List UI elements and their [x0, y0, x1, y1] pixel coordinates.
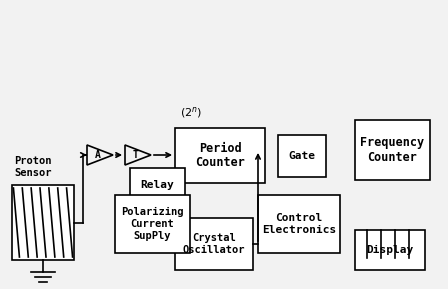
Bar — [130, 168, 185, 203]
Bar — [355, 120, 430, 180]
Text: Period
Counter: Period Counter — [195, 142, 245, 170]
Text: Control
Electronics: Control Electronics — [262, 213, 336, 235]
Text: A: A — [95, 150, 101, 160]
Text: Proton
Sensor: Proton Sensor — [14, 156, 52, 178]
Bar — [175, 128, 265, 183]
Bar — [355, 230, 425, 270]
Text: $(2^n)$: $(2^n)$ — [180, 105, 202, 120]
Text: Polarizing
Current
SupPly: Polarizing Current SupPly — [121, 208, 184, 241]
Bar — [115, 195, 190, 253]
Bar — [12, 185, 74, 260]
Bar — [175, 218, 253, 270]
Bar — [258, 195, 340, 253]
Bar — [278, 135, 326, 177]
Text: T: T — [133, 150, 139, 160]
Text: Crystal
Oscillator: Crystal Oscillator — [183, 233, 245, 255]
Text: Relay: Relay — [141, 181, 174, 190]
Text: Display: Display — [366, 245, 414, 255]
Text: Gate: Gate — [289, 151, 315, 161]
Text: Frequency
Counter: Frequency Counter — [361, 136, 425, 164]
